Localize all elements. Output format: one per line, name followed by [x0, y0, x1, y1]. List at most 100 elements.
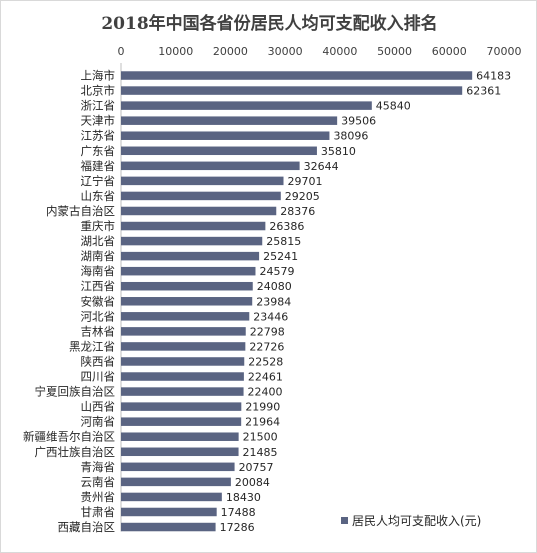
category-label: 甘肃省 — [81, 505, 116, 519]
category-label: 上海市 — [81, 69, 116, 83]
data-label: 21485 — [243, 446, 278, 459]
data-label: 62361 — [466, 85, 501, 98]
data-label: 45840 — [376, 100, 411, 113]
bar — [121, 206, 277, 216]
category-label: 辽宁省 — [81, 174, 116, 188]
bar — [121, 236, 263, 246]
data-label: 21990 — [245, 401, 280, 414]
x-tick-label: 10000 — [158, 45, 193, 58]
category-label: 吉林省 — [81, 324, 116, 338]
x-tick-label: 20000 — [213, 45, 248, 58]
category-label: 山西省 — [81, 400, 116, 414]
bar — [121, 312, 250, 321]
category-label: 安徽省 — [81, 294, 116, 308]
bar — [121, 462, 235, 472]
data-label: 22798 — [250, 325, 285, 338]
x-tick-label: 60000 — [432, 45, 467, 58]
category-label: 河南省 — [81, 415, 116, 429]
bar — [121, 417, 242, 426]
bar — [121, 522, 216, 532]
data-label: 38096 — [333, 130, 368, 143]
bar — [121, 507, 217, 517]
x-tick-label: 50000 — [377, 45, 412, 58]
category-label: 青海省 — [81, 460, 116, 474]
data-label: 17286 — [220, 521, 255, 534]
data-label: 22726 — [249, 340, 284, 353]
data-label: 21964 — [245, 416, 280, 429]
category-label: 四川省 — [81, 370, 116, 384]
data-label: 20757 — [239, 461, 274, 474]
bar — [121, 342, 246, 351]
data-label: 22528 — [248, 355, 283, 368]
bar — [121, 387, 244, 396]
legend-swatch — [341, 517, 348, 524]
bar — [121, 161, 300, 171]
bar — [121, 191, 281, 201]
bar — [121, 71, 473, 80]
data-label: 20084 — [235, 476, 270, 489]
data-label: 21500 — [243, 431, 278, 444]
bar — [121, 266, 256, 276]
category-label: 贵州省 — [81, 490, 116, 504]
category-label: 河北省 — [81, 309, 116, 323]
data-label: 64183 — [476, 70, 511, 83]
category-label: 江苏省 — [81, 129, 116, 143]
chart-title: 2018年中国各省份居民人均可支配收入排名 — [101, 14, 438, 34]
data-label: 26386 — [269, 220, 304, 233]
category-label: 海南省 — [81, 264, 116, 278]
data-label: 23446 — [253, 310, 288, 323]
data-label: 32644 — [304, 160, 339, 173]
bar — [121, 432, 239, 441]
legend-label: 居民人均可支配收入(元) — [352, 514, 481, 528]
bar — [121, 131, 330, 140]
category-label: 福建省 — [81, 159, 116, 173]
data-label: 25241 — [263, 250, 298, 263]
category-label: 重庆市 — [81, 219, 116, 233]
bar — [121, 477, 231, 487]
category-label: 西藏自治区 — [58, 520, 116, 534]
category-label: 广东省 — [81, 144, 116, 158]
data-label: 29701 — [288, 175, 323, 188]
bar — [121, 297, 253, 306]
category-label: 天津市 — [81, 114, 116, 128]
data-label: 29205 — [285, 190, 320, 203]
bar — [121, 86, 463, 95]
data-label: 18430 — [226, 491, 261, 504]
x-tick-label: 40000 — [322, 45, 357, 58]
data-label: 39506 — [341, 115, 376, 128]
bar — [121, 101, 372, 110]
data-label: 22400 — [248, 386, 283, 399]
bar — [121, 447, 239, 457]
data-label: 17488 — [221, 506, 256, 519]
bar — [121, 176, 284, 186]
data-label: 23984 — [256, 295, 291, 308]
data-label: 24579 — [259, 265, 294, 278]
data-label: 28376 — [280, 205, 315, 218]
category-label: 北京市 — [81, 84, 116, 98]
bar — [121, 402, 242, 411]
data-label: 22461 — [248, 371, 283, 384]
bar — [121, 221, 266, 231]
category-label: 山东省 — [81, 189, 116, 203]
category-label: 广西壮族自治区 — [35, 445, 116, 459]
data-label: 24080 — [257, 280, 292, 293]
category-label: 江西省 — [81, 279, 116, 293]
category-label: 云南省 — [81, 475, 116, 489]
data-label: 25815 — [266, 235, 301, 248]
bar — [121, 281, 253, 291]
category-label: 内蒙古自治区 — [46, 204, 115, 218]
category-label: 浙江省 — [81, 99, 116, 113]
bar — [121, 116, 338, 125]
bar — [121, 492, 222, 502]
x-tick-label: 70000 — [487, 45, 522, 58]
x-tick-label: 30000 — [268, 45, 303, 58]
bar — [121, 146, 317, 156]
category-label: 陕西省 — [81, 354, 116, 368]
bar — [121, 357, 245, 366]
x-tick-label: 0 — [118, 45, 125, 58]
category-label: 湖北省 — [81, 234, 116, 248]
category-label: 黑龙江省 — [69, 339, 115, 353]
bar — [121, 327, 246, 336]
